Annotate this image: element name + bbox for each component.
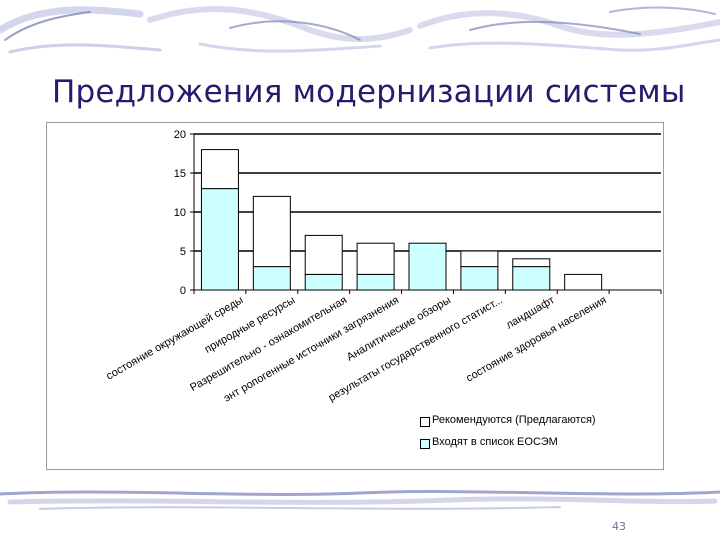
bar-segment-series-1-cat-0 — [200, 149, 239, 190]
bar-segment-series-0-cat-4 — [408, 242, 447, 291]
bar-segment-series-1-cat-5 — [460, 250, 499, 268]
bar-segment-series-0-cat-0 — [200, 188, 239, 291]
bar-segment-series-1-cat-6 — [512, 258, 551, 268]
chart-frame: 0 5 10 15 20 состояние окружающей среды природ… — [46, 122, 664, 470]
slide-title: Предложения модернизации системы — [52, 74, 686, 110]
bottom-decoration-strokes — [0, 490, 720, 510]
y-tick-label: 5 — [180, 246, 186, 258]
bar-segment-series-0-cat-2 — [304, 273, 343, 291]
bar-segment-series-0-cat-3 — [356, 273, 395, 291]
y-tick-label: 10 — [174, 207, 186, 219]
y-tick-label: 15 — [174, 168, 186, 180]
bar-segment-series-1-cat-3 — [356, 242, 395, 275]
legend-label-recommended: Рекомендуются (Предлагаются) — [432, 414, 596, 426]
legend-label-included: Входят в список ЕОСЭМ — [432, 436, 558, 448]
bar-segment-series-0-cat-6 — [512, 266, 551, 291]
top-decoration-strokes — [0, 6, 720, 54]
y-tick-label: 20 — [174, 129, 186, 141]
bar-segment-series-0-cat-5 — [460, 266, 499, 291]
legend-swatch-recommended — [420, 417, 430, 427]
bar-segment-series-1-cat-1 — [252, 195, 291, 268]
bar-segment-series-0-cat-1 — [252, 266, 291, 291]
bar-segment-series-1-cat-7 — [564, 273, 603, 291]
y-tick-label: 0 — [180, 285, 186, 297]
page-number: 43 — [612, 520, 626, 533]
bar-segment-series-1-cat-2 — [304, 234, 343, 275]
x-tick-label: природные ресурсы — [203, 294, 298, 356]
legend-swatch-included — [420, 439, 430, 449]
